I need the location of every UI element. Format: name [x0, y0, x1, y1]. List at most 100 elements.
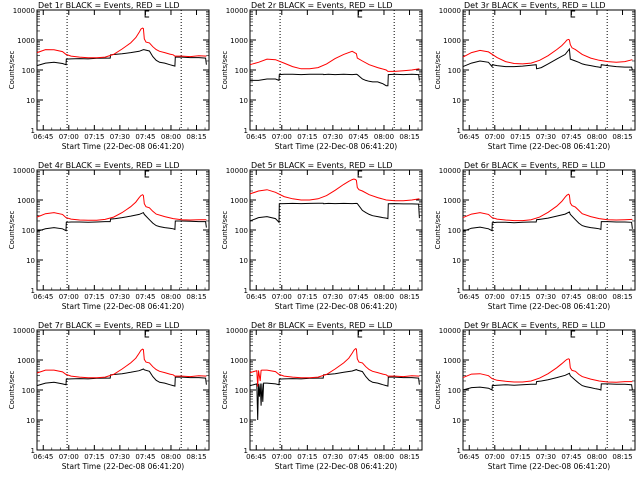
- series-line-events: [462, 47, 633, 71]
- x-tick-label: 07:00: [59, 133, 79, 141]
- y-tick-label: 1: [244, 447, 248, 455]
- y-tick-label: 10000: [13, 167, 35, 175]
- x-tick-label: 08:15: [612, 453, 632, 461]
- x-tick-label: 06:45: [33, 453, 53, 461]
- x-tick-label: 08:15: [399, 453, 419, 461]
- x-tick-label: 07:30: [323, 293, 343, 301]
- detector-panel-4: 1 10 100 1000 10000 06:45 07:00 07:15 07:30 07:45…: [8, 161, 210, 311]
- plot-frame: [462, 9, 636, 131]
- bracket-marker: [357, 330, 363, 338]
- y-tick-label: 100: [22, 387, 35, 395]
- y-tick-label: 1: [31, 127, 35, 135]
- y-tick-label: 10: [239, 417, 248, 425]
- y-tick-label: 10000: [13, 327, 35, 335]
- y-axis-label: Counts/sec: [8, 51, 16, 90]
- bracket-marker: [570, 170, 576, 178]
- series-line-events: [36, 49, 207, 67]
- y-tick-label: 1000: [443, 357, 461, 365]
- bracket-marker: [144, 170, 150, 178]
- x-tick-label: 07:45: [135, 133, 155, 141]
- detector-panel-3: 1 10 100 1000 10000 06:45 07:00 07:15 07:30 07:45…: [434, 1, 636, 151]
- bracket-marker: [570, 10, 576, 18]
- y-tick-label: 10: [452, 97, 461, 105]
- y-tick-label: 10: [239, 257, 248, 265]
- bracket-marker: [144, 10, 150, 18]
- x-tick-label: 06:45: [33, 133, 53, 141]
- x-tick-label: 07:15: [510, 293, 530, 301]
- x-tick-label: 07:30: [323, 133, 343, 141]
- x-tick-label: 06:45: [459, 453, 479, 461]
- y-tick-label: 1000: [443, 197, 461, 205]
- x-tick-label: 07:15: [84, 293, 104, 301]
- bracket-marker: [357, 10, 363, 18]
- x-tick-label: 08:00: [161, 133, 181, 141]
- series-line-lld: [462, 358, 633, 383]
- series-line-lld: [462, 38, 633, 65]
- y-tick-label: 1: [457, 127, 461, 135]
- x-tick-label: 07:15: [297, 133, 317, 141]
- panel-title: Det 8r BLACK = Events, RED = LLD: [251, 321, 393, 330]
- x-tick-label: 07:15: [84, 453, 104, 461]
- plot-frame: [36, 9, 210, 131]
- y-tick-label: 100: [235, 227, 248, 235]
- x-axis-label: Start Time (22-Dec-08 06:41:20): [275, 302, 397, 311]
- plot-frame: [462, 169, 636, 291]
- series-line-events: [462, 372, 633, 391]
- panel-title: Det 2r BLACK = Events, RED = LLD: [251, 1, 393, 10]
- plot-frame: [462, 329, 636, 451]
- y-tick-label: 10000: [439, 327, 461, 335]
- x-tick-label: 07:45: [561, 453, 581, 461]
- x-tick-label: 07:45: [561, 133, 581, 141]
- y-tick-label: 100: [235, 67, 248, 75]
- y-tick-label: 100: [448, 227, 461, 235]
- panel-title: Det 6r BLACK = Events, RED = LLD: [464, 161, 606, 170]
- series-line-events: [249, 202, 420, 224]
- x-axis-label: Start Time (22-Dec-08 06:41:20): [488, 302, 610, 311]
- y-tick-label: 1000: [230, 37, 248, 45]
- x-tick-label: 07:30: [110, 133, 130, 141]
- panel-title: Det 5r BLACK = Events, RED = LLD: [251, 161, 393, 170]
- x-tick-label: 07:45: [348, 293, 368, 301]
- y-tick-label: 1: [244, 127, 248, 135]
- y-tick-label: 1000: [443, 37, 461, 45]
- x-tick-label: 08:15: [612, 293, 632, 301]
- x-axis-label: Start Time (22-Dec-08 06:41:20): [62, 142, 184, 151]
- x-tick-label: 07:45: [135, 293, 155, 301]
- x-tick-label: 06:45: [459, 293, 479, 301]
- y-tick-label: 1000: [230, 357, 248, 365]
- y-tick-label: 10: [26, 257, 35, 265]
- panel-title: Det 9r BLACK = Events, RED = LLD: [464, 321, 606, 330]
- series-line-events: [36, 368, 207, 387]
- y-tick-label: 1000: [230, 197, 248, 205]
- x-axis-label: Start Time (22-Dec-08 06:41:20): [488, 142, 610, 151]
- series-line-lld: [249, 50, 420, 72]
- x-tick-label: 08:00: [587, 293, 607, 301]
- y-tick-label: 10: [239, 97, 248, 105]
- x-tick-label: 08:00: [161, 453, 181, 461]
- plot-frame: [249, 9, 423, 131]
- x-tick-label: 08:00: [587, 453, 607, 461]
- x-tick-label: 07:15: [297, 453, 317, 461]
- x-tick-label: 07:15: [510, 133, 530, 141]
- x-tick-label: 07:45: [561, 293, 581, 301]
- detector-panel-6: 1 10 100 1000 10000 06:45 07:00 07:15 07:30 07:45…: [434, 161, 636, 311]
- series-line-lld: [249, 347, 420, 387]
- x-tick-label: 08:00: [374, 293, 394, 301]
- panel-title: Det 7r BLACK = Events, RED = LLD: [38, 321, 180, 330]
- detector-panel-1: 1 10 100 1000 10000 06:45 07:00 07:15 07:30 07:45…: [8, 1, 210, 151]
- x-tick-label: 06:45: [33, 293, 53, 301]
- series-line-events: [462, 211, 633, 232]
- x-tick-label: 07:00: [272, 133, 292, 141]
- x-tick-label: 07:30: [536, 293, 556, 301]
- x-axis-label: Start Time (22-Dec-08 06:41:20): [62, 462, 184, 471]
- x-tick-label: 07:45: [135, 453, 155, 461]
- detector-panel-5: 1 10 100 1000 10000 06:45 07:00 07:15 07:30 07:45…: [221, 161, 423, 311]
- y-tick-label: 10000: [439, 167, 461, 175]
- detector-panel-2: 1 10 100 1000 10000 06:45 07:00 07:15 07:30 07:45…: [221, 1, 423, 151]
- series-line-events: [36, 211, 207, 232]
- y-tick-label: 1: [244, 287, 248, 295]
- y-axis-label: Counts/sec: [221, 371, 229, 410]
- y-axis-label: Counts/sec: [434, 211, 442, 250]
- x-tick-label: 07:00: [59, 293, 79, 301]
